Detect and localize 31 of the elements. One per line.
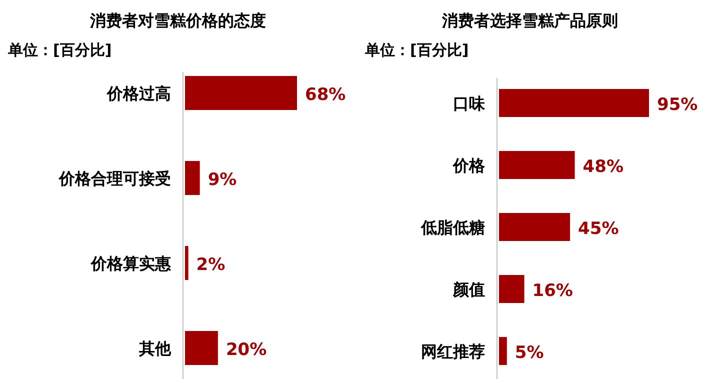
- chart-title: 消费者选择雪糕产品原则: [441, 11, 618, 30]
- bar: [185, 161, 200, 195]
- bar: [185, 76, 297, 110]
- data-label: 5%: [514, 343, 544, 363]
- data-label: 9%: [208, 170, 237, 190]
- data-label: 48%: [582, 157, 624, 177]
- data-label: 20%: [226, 340, 267, 360]
- text: 单位：[百分比]: [7, 41, 112, 59]
- y-tick-label: 价格算实惠: [90, 254, 172, 273]
- data-label: 2%: [196, 255, 226, 275]
- y-tick-label: 价格合理可接受: [58, 169, 171, 188]
- bar: [499, 151, 575, 179]
- y-tick-label: 颜值: [452, 280, 485, 299]
- bar: [499, 275, 524, 303]
- bar: [499, 89, 649, 117]
- y-tick-label: 其他: [138, 339, 172, 358]
- y-tick-label: 口味: [453, 94, 486, 113]
- bar: [499, 213, 570, 241]
- y-tick-label: 低脂低糖: [420, 218, 485, 237]
- chart-subtitle: 单位：[百分比]: [364, 41, 469, 59]
- data-label: 95%: [657, 95, 698, 115]
- bar: [499, 337, 507, 365]
- y-tick-label: 网红推荐: [421, 342, 485, 361]
- data-label: 45%: [578, 219, 619, 239]
- bar: [185, 331, 218, 365]
- chart-title: 消费者对雪糕价格的态度: [89, 11, 266, 30]
- y-tick-label: 价格: [452, 156, 486, 175]
- data-label: 16%: [532, 281, 573, 301]
- y-tick-label: 价格过高: [106, 84, 171, 103]
- data-label: 68%: [305, 85, 346, 105]
- bar: [185, 246, 188, 280]
